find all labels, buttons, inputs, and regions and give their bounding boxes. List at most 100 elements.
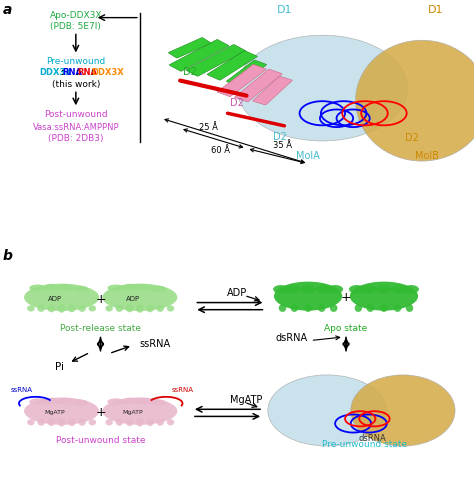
Ellipse shape (116, 419, 123, 426)
Text: (PDB: 5E7I): (PDB: 5E7I) (50, 22, 101, 31)
Text: D2: D2 (230, 98, 244, 108)
Text: dsRNA: dsRNA (358, 435, 386, 443)
Text: Post-unwound state: Post-unwound state (56, 436, 145, 445)
Ellipse shape (37, 305, 45, 312)
Ellipse shape (356, 40, 474, 161)
Text: D2: D2 (273, 132, 287, 142)
Ellipse shape (330, 304, 337, 312)
Ellipse shape (366, 304, 374, 312)
Ellipse shape (136, 304, 144, 313)
Text: 60 Å: 60 Å (211, 146, 230, 155)
Ellipse shape (355, 304, 362, 312)
Ellipse shape (116, 305, 123, 312)
Ellipse shape (24, 397, 99, 425)
Ellipse shape (122, 398, 137, 404)
Text: +: + (341, 291, 351, 304)
FancyBboxPatch shape (253, 76, 292, 105)
Text: 35 Å: 35 Å (273, 141, 292, 150)
Ellipse shape (291, 304, 298, 312)
Text: a: a (2, 2, 12, 16)
Ellipse shape (44, 398, 59, 404)
Text: RNA: RNA (77, 69, 97, 77)
Ellipse shape (151, 400, 166, 406)
FancyBboxPatch shape (207, 51, 257, 80)
Text: MgATP: MgATP (122, 410, 143, 415)
Text: Apo-DDX3X: Apo-DDX3X (50, 11, 102, 19)
Text: ADP: ADP (227, 288, 247, 298)
Text: Vasa:ssRNA:AMPPNP: Vasa:ssRNA:AMPPNP (33, 122, 119, 132)
Text: MolA: MolA (296, 151, 320, 161)
Ellipse shape (102, 284, 177, 311)
Ellipse shape (156, 305, 164, 312)
Ellipse shape (47, 418, 55, 426)
Ellipse shape (37, 419, 45, 426)
Text: b: b (2, 249, 12, 263)
Ellipse shape (403, 285, 419, 294)
Ellipse shape (68, 304, 76, 312)
Ellipse shape (29, 398, 46, 405)
Ellipse shape (316, 285, 331, 294)
Ellipse shape (27, 419, 35, 425)
Text: +: + (95, 407, 106, 419)
Text: DDX3X: DDX3X (39, 69, 72, 77)
Ellipse shape (380, 304, 388, 312)
Text: ADP: ADP (126, 296, 140, 302)
Text: D2: D2 (405, 134, 419, 143)
Ellipse shape (361, 285, 376, 294)
Ellipse shape (108, 285, 125, 291)
Ellipse shape (136, 418, 144, 426)
Ellipse shape (122, 284, 137, 290)
Text: ADP: ADP (47, 296, 62, 302)
Text: Apo state: Apo state (324, 324, 368, 333)
Ellipse shape (350, 282, 418, 311)
Ellipse shape (135, 398, 152, 405)
Text: MgATP: MgATP (230, 395, 263, 405)
Ellipse shape (285, 285, 301, 294)
Text: :: : (90, 69, 93, 77)
Ellipse shape (156, 419, 164, 426)
Text: Post-unwound: Post-unwound (44, 110, 108, 119)
Text: DDX3X: DDX3X (91, 69, 124, 77)
Ellipse shape (167, 419, 174, 425)
Text: D2: D2 (182, 67, 197, 77)
Ellipse shape (328, 285, 343, 294)
Ellipse shape (146, 418, 154, 426)
Ellipse shape (73, 286, 88, 292)
Ellipse shape (406, 304, 413, 312)
Text: ssRNA: ssRNA (10, 387, 32, 393)
Ellipse shape (279, 304, 286, 312)
Ellipse shape (44, 284, 59, 290)
Ellipse shape (58, 304, 65, 313)
Text: +: + (95, 292, 106, 305)
Ellipse shape (151, 286, 166, 292)
FancyBboxPatch shape (235, 69, 282, 102)
Ellipse shape (126, 304, 133, 312)
Ellipse shape (89, 305, 96, 312)
Ellipse shape (301, 285, 316, 294)
Text: dsRNA: dsRNA (276, 333, 308, 343)
Ellipse shape (108, 398, 125, 405)
Ellipse shape (27, 305, 35, 312)
Ellipse shape (78, 305, 86, 312)
FancyBboxPatch shape (227, 60, 266, 86)
Ellipse shape (73, 400, 88, 406)
Ellipse shape (376, 285, 392, 294)
Ellipse shape (394, 304, 401, 312)
Ellipse shape (392, 285, 407, 294)
Text: ssRNA: ssRNA (140, 339, 171, 349)
Ellipse shape (318, 304, 326, 312)
FancyBboxPatch shape (169, 40, 229, 71)
Ellipse shape (237, 35, 408, 141)
Text: :: : (75, 69, 78, 77)
Ellipse shape (47, 304, 55, 312)
Text: Pi: Pi (55, 362, 64, 372)
Ellipse shape (274, 282, 342, 311)
Ellipse shape (268, 375, 386, 446)
Ellipse shape (105, 305, 113, 312)
Ellipse shape (135, 284, 152, 291)
Text: MgATP: MgATP (44, 410, 65, 415)
Text: Pre-unwound state: Pre-unwound state (322, 440, 408, 449)
Ellipse shape (56, 284, 73, 291)
Ellipse shape (351, 375, 455, 446)
Text: :: : (60, 69, 64, 77)
